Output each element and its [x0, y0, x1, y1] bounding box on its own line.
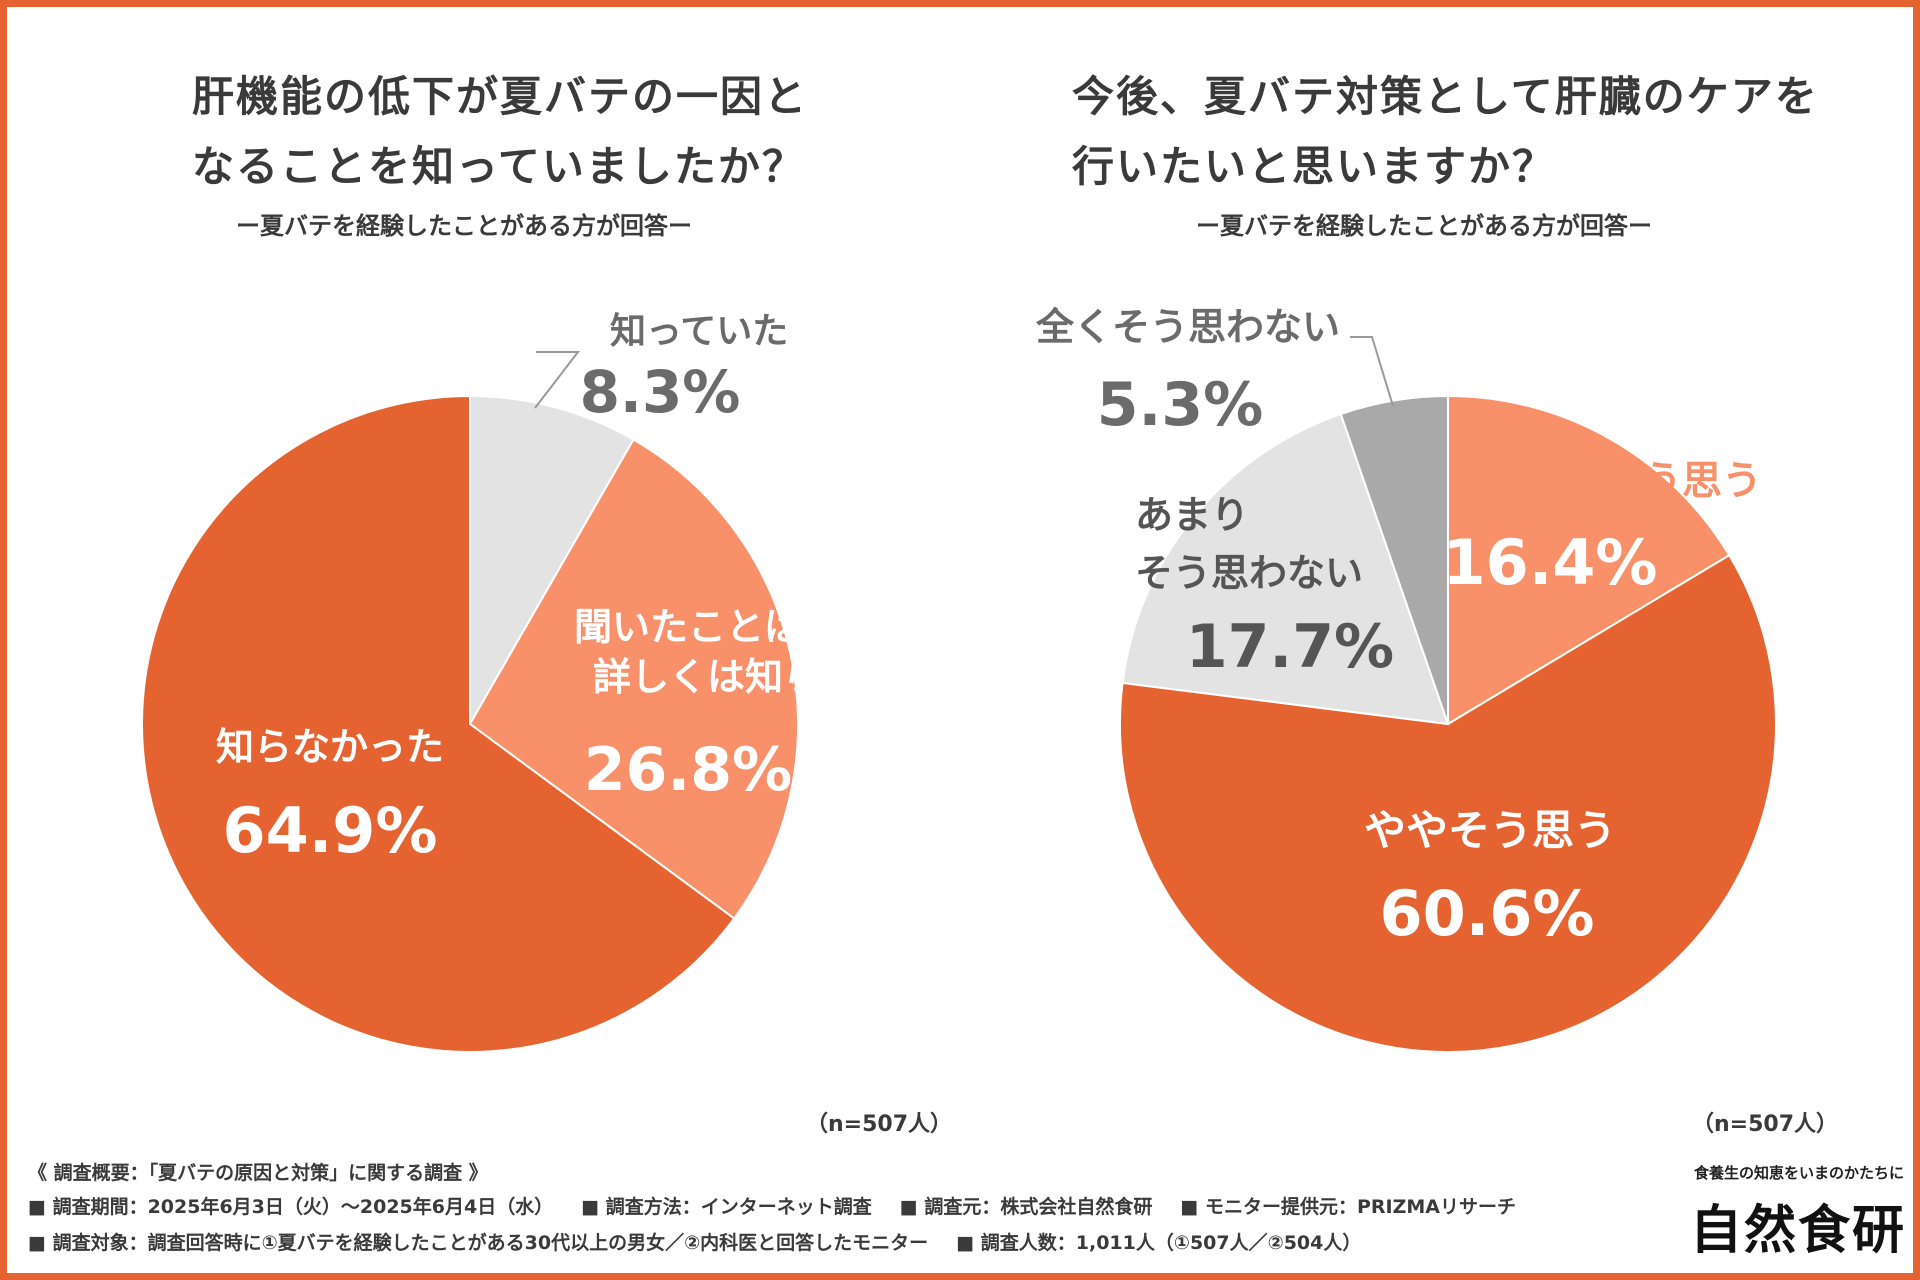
chart1-slice-2-label-line-1: 聞いたことはあるが — [574, 605, 916, 649]
chart2-slice-3-label-line-1: あまり — [1135, 493, 1249, 537]
survey-overview: 《 調査概要：「夏バテの原因と対策」に関する調査 》 — [28, 1162, 488, 1184]
chart1-slice-3-value-label: 64.9% — [222, 794, 437, 867]
chart1-slice-1 — [469, 394, 635, 728]
chart1-slice-3-label-line-1: 知らなかった — [216, 725, 444, 769]
chart1-slice-3 — [141, 394, 736, 1053]
chart2-slice-1 — [1447, 394, 1731, 726]
chart1-slice-1-label-line-1: 知っていた — [610, 311, 788, 352]
logo-tagline: 食養生の知恵をいまのかたちに — [1694, 1164, 1905, 1182]
logo: 自然食研 — [1690, 1200, 1907, 1261]
chart2-title-line1: 今後、夏バテ対策として肝臓のケアを — [1072, 72, 1819, 121]
chart2-slice-1-label-line-1: とてもそう思う — [1486, 458, 1762, 504]
survey-period: ■ 調査期間：2025年6月3日（火）～2025年6月4日（水） — [28, 1196, 554, 1218]
chart2-sample-size: （n=507人） — [1692, 1112, 1839, 1137]
chart2-title: 今後、夏バテ対策として肝臓のケアを 行いたいと思いますか？ — [1072, 62, 1819, 202]
chart1-title-line1: 肝機能の低下が夏バテの一因と — [192, 72, 809, 121]
chart2-slice-1-value-label: 16.4% — [1442, 526, 1657, 599]
chart2-slice-3-label-line-2: そう思わない — [1135, 551, 1363, 595]
chart2-subtitle: ー夏バテを経験したことがある方が回答ー — [1196, 212, 1652, 240]
survey-organizer: ■ 調査元：株式会社自然食研 — [899, 1196, 1153, 1218]
chart2-slice-4-leader-line — [1350, 336, 1394, 407]
chart2-slice-2 — [1119, 553, 1777, 1053]
chart2-slice-4-value-label: 5.3% — [1097, 370, 1263, 440]
chart1-subtitle: ー夏バテを経験したことがある方が回答ー — [236, 212, 692, 240]
survey-provider: ■ モニター提供元：PRIZMAリサーチ — [1180, 1196, 1516, 1218]
chart1-title-line2: なることを知っていましたか？ — [192, 142, 806, 191]
survey-details-row1: ■ 調査期間：2025年6月3日（火）～2025年6月4日（水） ■ 調査方法：イ… — [28, 1192, 1516, 1219]
survey-target: ■ 調査対象：調査回答時に①夏バテを経験したことがある30代以上の男女／②内科医… — [28, 1232, 929, 1254]
chart1-sample-size: （n=507人） — [806, 1112, 953, 1137]
chart2-slice-4-label-line-1: 全くそう思わない — [1035, 305, 1340, 349]
chart1-slice-2 — [468, 438, 799, 920]
survey-details-row2: ■ 調査対象：調査回答時に①夏バテを経験したことがある30代以上の男女／②内科医… — [28, 1228, 1361, 1255]
chart1-slice-1-value-label: 8.3% — [580, 358, 741, 426]
chart2-slice-2-value-label: 60.6% — [1379, 877, 1594, 950]
survey-method: ■ 調査方法：インターネット調査 — [581, 1196, 872, 1218]
chart2-slice-2-label-line-1: ややそう思う — [1364, 806, 1616, 855]
chart1-slice-2-value-label: 26.8% — [584, 735, 792, 805]
survey-count: ■ 調査人数：1,011人（①507人／②504人） — [956, 1232, 1362, 1254]
chart2-slice-4 — [1339, 394, 1449, 725]
chart1-slice-2-label-line-2: 詳しくは知らない — [593, 655, 897, 699]
chart1-slice-1-leader-line — [534, 351, 581, 409]
chart2-slice-3-value-label: 17.7% — [1186, 612, 1394, 682]
chart1-title: 肝機能の低下が夏バテの一因と なることを知っていましたか？ — [192, 62, 808, 202]
chart2-title-line2: 行いたいと思いますか？ — [1072, 142, 1557, 191]
